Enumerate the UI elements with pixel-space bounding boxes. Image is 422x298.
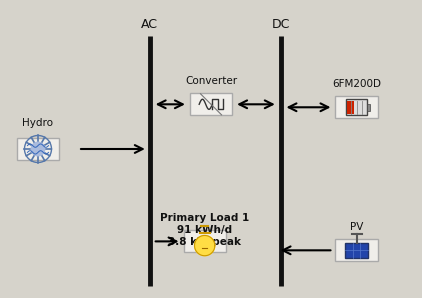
FancyBboxPatch shape (335, 96, 378, 118)
Text: Hydro: Hydro (22, 118, 54, 128)
Text: AC: AC (141, 18, 158, 31)
Polygon shape (195, 235, 215, 256)
Text: Primary Load 1
91 kWh/d
3.8 kW peak: Primary Load 1 91 kWh/d 3.8 kW peak (160, 213, 249, 247)
FancyBboxPatch shape (335, 239, 378, 261)
FancyBboxPatch shape (190, 93, 232, 115)
Text: PV: PV (350, 222, 363, 232)
Text: Converter: Converter (185, 76, 237, 86)
Polygon shape (31, 142, 45, 156)
Text: DC: DC (271, 18, 290, 31)
Bar (345, 243, 368, 258)
Bar (346, 99, 367, 115)
FancyBboxPatch shape (184, 230, 226, 252)
Bar (367, 104, 370, 111)
Bar (347, 100, 354, 114)
Text: 6FM200D: 6FM200D (332, 79, 381, 89)
FancyBboxPatch shape (17, 138, 59, 160)
